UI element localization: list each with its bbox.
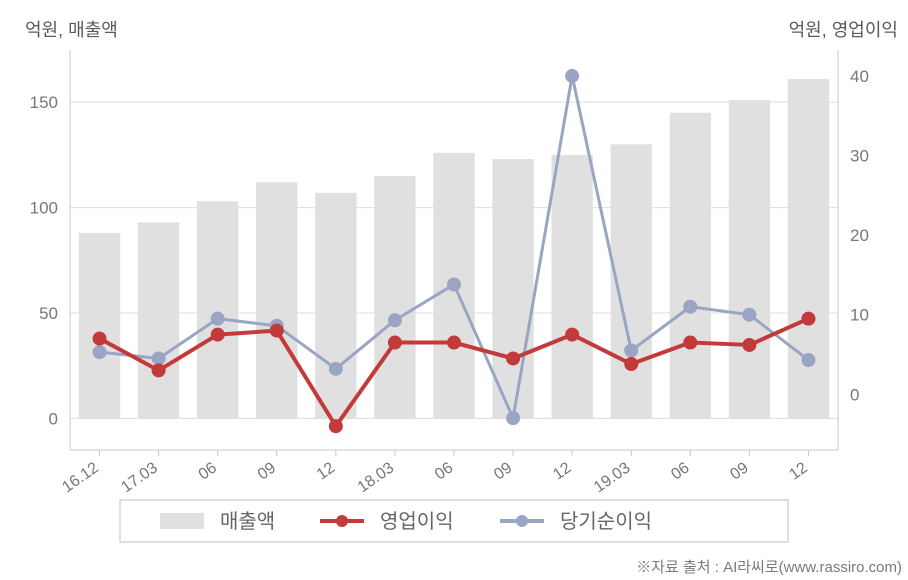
bar <box>79 233 120 419</box>
x-tick-label: 09 <box>727 459 751 483</box>
series-marker <box>625 358 637 370</box>
series-marker <box>684 301 696 313</box>
series-marker <box>212 329 224 341</box>
bar <box>138 222 179 418</box>
x-tick-label: 06 <box>196 459 220 483</box>
x-tick-label: 06 <box>668 459 692 483</box>
y-right-tick-label: 10 <box>850 306 869 325</box>
series-marker <box>389 314 401 326</box>
legend-swatch-marker <box>516 515 528 527</box>
y-right-tick-label: 0 <box>850 385 859 404</box>
x-tick-label: 06 <box>432 459 456 483</box>
x-tick-label: 09 <box>255 459 279 483</box>
chart-svg: 0 50 100 150 0 10 20 30 40 16.12 17.03 06 09 12 18.03 0… <box>0 0 908 580</box>
series-marker <box>153 364 165 376</box>
x-tick-label: 18.03 <box>355 459 398 496</box>
series-marker <box>94 346 106 358</box>
bar <box>670 113 711 419</box>
series-marker <box>448 337 460 349</box>
y-right-tick-label: 30 <box>850 147 869 166</box>
legend-label: 매출액 <box>220 510 275 533</box>
x-tick-label: 16.12 <box>59 459 102 496</box>
legend-label: 영업이익 <box>380 510 454 533</box>
bar <box>374 176 415 418</box>
bar <box>492 159 533 418</box>
y-left-tick-label: 150 <box>30 93 58 112</box>
x-tick-label: 17.03 <box>118 459 161 496</box>
series-marker <box>94 333 106 345</box>
legend-swatch-marker <box>336 515 348 527</box>
y-left-tick-label: 50 <box>39 304 58 323</box>
x-tick-label: 09 <box>491 459 515 483</box>
series-marker <box>153 352 165 364</box>
series-marker <box>389 337 401 349</box>
y-right-title: 억원, 영업이익 <box>789 20 898 40</box>
bar <box>788 79 829 418</box>
series-marker <box>566 70 578 82</box>
bar <box>551 155 592 419</box>
source-note: ※자료 출처 : AI라씨로(www.rassiro.com) <box>636 559 902 576</box>
legend-swatch-bar <box>160 513 204 529</box>
series-marker <box>271 325 283 337</box>
series-marker <box>448 278 460 290</box>
x-tick-label: 12 <box>786 459 810 483</box>
x-tick-label: 19.03 <box>591 459 634 496</box>
x-tick-label: 12 <box>314 459 338 483</box>
series-marker <box>507 352 519 364</box>
series-marker <box>743 339 755 351</box>
series-marker <box>566 329 578 341</box>
financial-chart: 0 50 100 150 0 10 20 30 40 16.12 17.03 06 09 12 18.03 0… <box>0 0 908 580</box>
series-marker <box>330 363 342 375</box>
series-marker <box>743 309 755 321</box>
y-right-tick-label: 20 <box>850 226 869 245</box>
x-tick-label: 12 <box>550 459 574 483</box>
series-marker <box>212 313 224 325</box>
bar <box>197 201 238 418</box>
y-left-title: 억원, 매출액 <box>25 20 118 40</box>
series-marker <box>507 412 519 424</box>
bar <box>729 100 770 418</box>
y-left-tick-label: 0 <box>49 409 58 428</box>
legend-label: 당기순이익 <box>560 510 652 533</box>
series-marker <box>684 337 696 349</box>
series-marker <box>625 345 637 357</box>
y-left-tick-label: 100 <box>30 199 58 218</box>
y-right-tick-label: 40 <box>850 67 869 86</box>
series-marker <box>330 420 342 432</box>
series-marker <box>802 313 814 325</box>
bar <box>256 182 297 418</box>
series-marker <box>802 354 814 366</box>
bar <box>315 193 356 419</box>
